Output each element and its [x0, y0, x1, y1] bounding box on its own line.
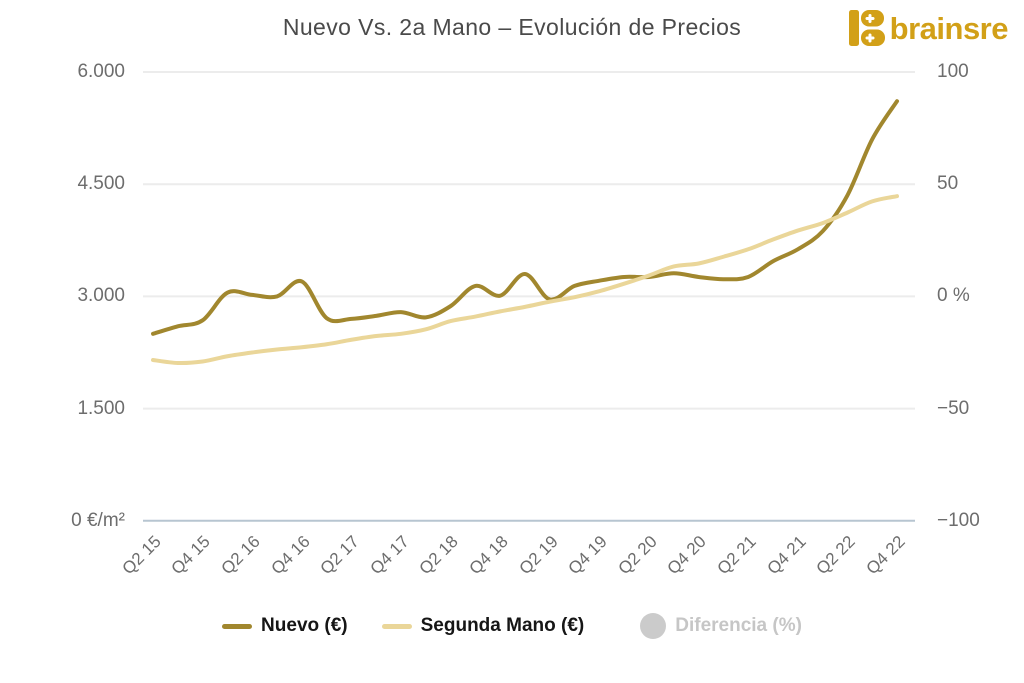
y-axis-right-label: 50 [937, 173, 959, 195]
y-axis-left-label: 6.000 [77, 61, 125, 82]
y-axis-right-label: 0 % [937, 285, 970, 307]
legend-marker-diferencia [640, 613, 667, 639]
y-axis-left-label: 3.000 [77, 285, 125, 307]
y-axis-right-label: −100 [937, 509, 980, 531]
legend-item-nuevo[interactable]: Nuevo (€) [222, 615, 348, 637]
legend-marker-nuevo [222, 623, 253, 629]
y-axis-right: −100 −50 0 % 50 100 [937, 0, 1024, 540]
legend: Nuevo (€) Segunda Mano (€) Diferencia (%… [0, 613, 1024, 639]
legend-label-diferencia: Diferencia (%) [675, 615, 802, 636]
legend-label-segunda-mano: Segunda Mano (€) [420, 615, 585, 636]
series-line-segunda-mano [151, 194, 899, 366]
y-axis-left-label: 0 €/m² [71, 509, 125, 531]
y-axis-left-label: 4.500 [77, 173, 125, 195]
y-axis-left: 0 €/m² 1.500 3.000 4.500 6.000 [0, 0, 127, 540]
brainsre-logo-text: brainsre [889, 10, 1009, 46]
legend-item-segunda-mano[interactable]: Segunda Mano (€) [381, 615, 585, 637]
series-line-nuevo [151, 99, 899, 336]
legend-marker-segunda-mano [381, 623, 412, 629]
y-axis-right-label: −50 [937, 397, 970, 419]
chart-title: Nuevo Vs. 2a Mano – Evolución de Precios [282, 14, 742, 40]
brainsre-logo-icon [848, 10, 885, 46]
y-axis-right-label: 100 [937, 61, 969, 82]
brand-logo: brainsre [848, 9, 1009, 47]
legend-label-nuevo: Nuevo (€) [261, 615, 348, 636]
y-axis-left-label: 1.500 [77, 397, 125, 419]
legend-item-diferencia[interactable]: Diferencia (%) [640, 613, 802, 639]
